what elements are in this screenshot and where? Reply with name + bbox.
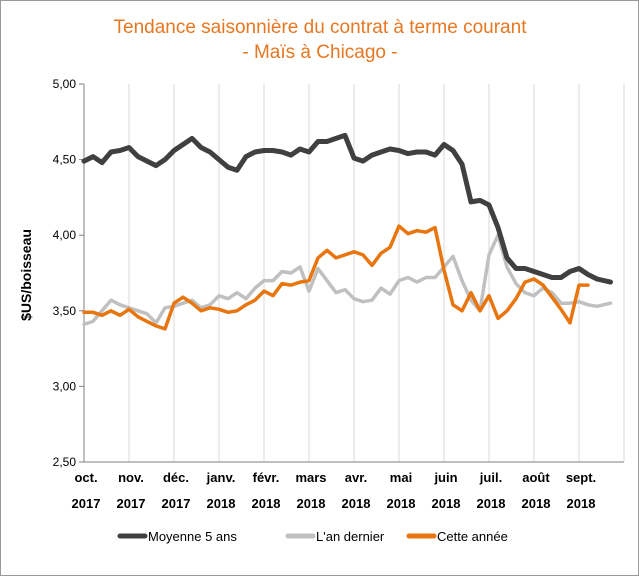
x-tick-label-year: 2018 bbox=[207, 496, 236, 511]
x-tick-label-month: févr. bbox=[253, 470, 280, 485]
y-tick-label: 5,00 bbox=[53, 77, 77, 91]
x-tick-label-month: mars bbox=[295, 470, 326, 485]
x-tick-label-month: déc. bbox=[163, 470, 189, 485]
x-tick-label-month: juin bbox=[433, 470, 457, 485]
series-line-0 bbox=[81, 132, 613, 285]
x-tick-label-month: oct. bbox=[74, 470, 97, 485]
x-tick-label-year: 2018 bbox=[567, 496, 596, 511]
x-tick-label-year: 2018 bbox=[252, 496, 281, 511]
series-line-2 bbox=[82, 224, 590, 331]
y-tick-label: 3,00 bbox=[53, 379, 77, 393]
x-tick-label-year: 2017 bbox=[117, 496, 146, 511]
x-tick-label-year: 2017 bbox=[162, 496, 191, 511]
legend-label: Cette année bbox=[437, 529, 508, 544]
chart-subtitle: - Maïs à Chicago - bbox=[242, 42, 397, 63]
x-tick-label-month: nov. bbox=[118, 470, 144, 485]
y-axis-label: $US/boisseau bbox=[18, 229, 34, 321]
legend-label: Moyenne 5 ans bbox=[148, 529, 237, 544]
x-tick-label-year: 2017 bbox=[72, 496, 101, 511]
series-lines bbox=[81, 132, 613, 331]
y-tick-label: 3,50 bbox=[53, 304, 77, 318]
x-tick-label-month: sept. bbox=[566, 470, 596, 485]
x-tick-label-month: mai bbox=[390, 470, 412, 485]
y-tick-label: 4,00 bbox=[53, 228, 77, 242]
x-tick-label-year: 2018 bbox=[387, 496, 416, 511]
y-tick-label: 2,50 bbox=[53, 455, 77, 469]
x-tick-label-month: janv. bbox=[206, 470, 236, 485]
x-tick-label-year: 2018 bbox=[477, 496, 506, 511]
x-tick-label-year: 2018 bbox=[342, 496, 371, 511]
x-tick-label-month: août bbox=[522, 470, 550, 485]
chart-title: Tendance saisonnière du contrat à terme … bbox=[114, 17, 528, 38]
x-tick-label-year: 2018 bbox=[297, 496, 326, 511]
legend-label: L'an dernier bbox=[316, 529, 385, 544]
x-tick-label-month: avr. bbox=[345, 470, 367, 485]
x-tick-label-month: juil. bbox=[479, 470, 502, 485]
y-tick-label: 4,50 bbox=[53, 153, 77, 167]
x-tick-label-year: 2018 bbox=[432, 496, 461, 511]
x-tick-label-year: 2018 bbox=[522, 496, 551, 511]
legend: Moyenne 5 ans L'an dernier Cette année bbox=[117, 529, 508, 544]
